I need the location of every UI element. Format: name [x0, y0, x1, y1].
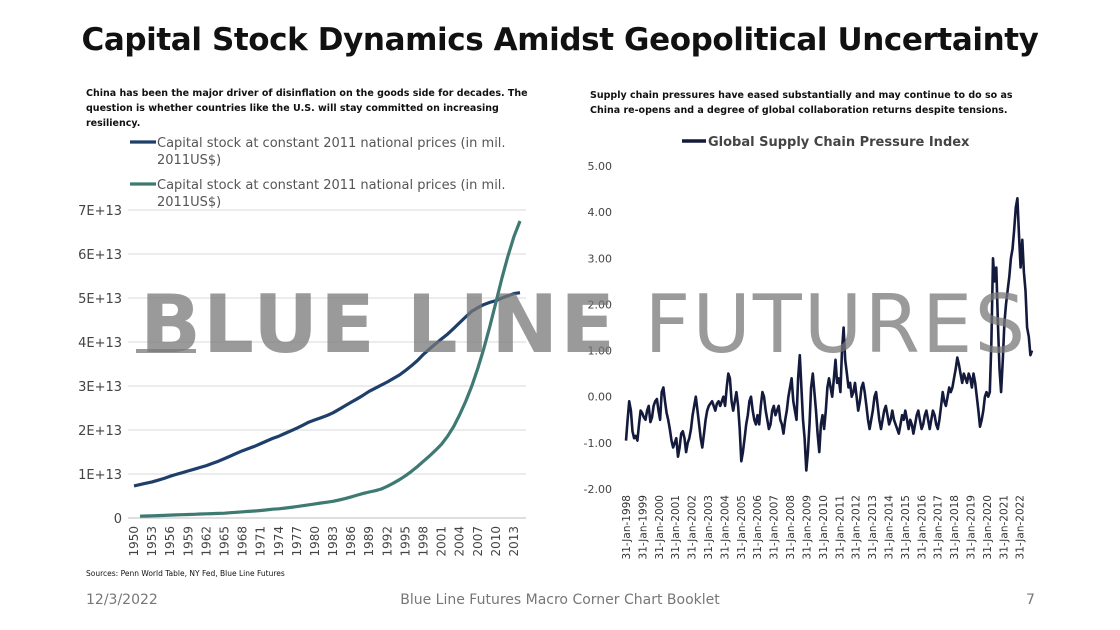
x-tick-label: 31-Jan-1998: [621, 495, 633, 559]
x-tick-label: 31-Jan-2004: [719, 495, 731, 560]
x-tick-label: 31-Jan-2007: [769, 495, 781, 559]
page-number: 7: [1026, 592, 1035, 608]
x-tick-label: 1965: [217, 526, 231, 557]
x-tick-label: 1971: [254, 526, 268, 557]
footer-title: Blue Line Futures Macro Corner Chart Boo…: [400, 592, 720, 608]
watermark-light-text: FUTURES: [644, 278, 1028, 371]
x-tick-label: 1962: [199, 526, 213, 557]
gscpi-series-line: [624, 197, 1034, 472]
legend-label: Global Supply Chain Pressure Index: [708, 135, 970, 150]
x-tick-label: 31-Jan-2008: [785, 495, 797, 559]
x-tick-label: 1953: [145, 526, 159, 557]
x-tick-label: 31-Jan-2009: [801, 495, 813, 559]
x-tick-label: 1995: [398, 526, 412, 557]
watermark: BLUE LINE FUTURES: [140, 278, 1027, 371]
x-tick-label: 31-Jan-2011: [834, 495, 846, 559]
x-tick-label: 31-Jan-2020: [982, 495, 994, 559]
x-tick-label: 31-Jan-2005: [736, 495, 748, 559]
right-chart-subtitle: Supply chain pressures have eased substa…: [590, 90, 1013, 116]
y-tick-label: 7E+13: [78, 204, 122, 219]
legend-label-2-line-2: 2011US$): [157, 195, 221, 210]
capital-stock-chart: 0 1E+13 2E+13 3E+13 4E+13 5E+13 6E+13 7E+13 1950…: [78, 136, 526, 557]
sources-note: Sources: Penn World Table, NY Fed, Blue …: [86, 569, 285, 578]
x-tick-label: 1968: [236, 526, 250, 557]
x-tick-label: 2001: [435, 526, 449, 557]
x-tick-label: 1992: [380, 526, 394, 557]
left-chart-subtitle: China has been the major driver of disin…: [86, 88, 528, 129]
y-tick-label: 1E+13: [78, 468, 122, 483]
x-tick-label: 31-Jan-2000: [654, 495, 666, 559]
legend-label-1-line-1: Capital stock at constant 2011 national …: [157, 136, 506, 151]
watermark-bold-text: BLUE LINE: [140, 278, 617, 371]
legend-label-2-line-1: Capital stock at constant 2011 national …: [157, 178, 506, 193]
x-tick-label: 1950: [127, 526, 141, 557]
y-tick-label: 3E+13: [78, 380, 122, 395]
x-tick-label: 1980: [308, 526, 322, 557]
y-tick-label: 0: [114, 512, 122, 527]
y-tick-label: 4E+13: [78, 336, 122, 351]
watermark-underline: [136, 349, 196, 353]
x-tick-label: 31-Jan-1999: [637, 495, 649, 559]
y-tick-label: 2.00: [588, 298, 613, 311]
y-tick-label: 2E+13: [78, 424, 122, 439]
x-tick-label: 31-Jan-2021: [998, 495, 1010, 559]
x-tick-label: 31-Jan-2022: [1015, 495, 1027, 559]
y-tick-label: 4.00: [588, 206, 613, 219]
x-tick-label: 31-Jan-2018: [949, 495, 961, 559]
x-tick-label: 31-Jan-2015: [900, 495, 912, 559]
y-tick-label: 0.00: [588, 391, 613, 404]
x-tick-label: 31-Jan-2013: [867, 495, 879, 559]
y-tick-label: 1.00: [588, 345, 613, 358]
x-tick-label: 31-Jan-2002: [687, 495, 699, 559]
x-tick-label: 2007: [471, 526, 485, 557]
y-tick-label: 5.00: [588, 160, 613, 173]
x-tick-label: 1959: [181, 526, 195, 557]
y-tick-label: -1.00: [584, 437, 612, 450]
x-tick-label: 1983: [326, 526, 340, 557]
series-line-1: [133, 291, 521, 488]
x-tick-label: 1977: [290, 526, 304, 557]
x-tick-label: 31-Jan-2016: [916, 495, 928, 560]
footer-date: 12/3/2022: [86, 592, 158, 608]
x-tick-label: 31-Jan-2012: [851, 495, 863, 559]
y-tick-label: 5E+13: [78, 292, 122, 307]
x-tick-label: 31-Jan-2003: [703, 495, 715, 559]
x-tick-label: 1974: [272, 526, 286, 557]
x-tick-label: 31-Jan-2010: [818, 495, 830, 559]
series-line-2: [139, 220, 522, 518]
x-tick-label: 2013: [507, 526, 521, 557]
x-tick-label: 31-Jan-2014: [883, 495, 895, 560]
x-tick-label: 1998: [417, 526, 431, 557]
supply-chain-pressure-chart: 5.00 4.00 3.00 2.00 1.00 0.00 -1.00 -2.00 31-Jan…: [584, 135, 1034, 560]
x-tick-label: 1956: [163, 526, 177, 557]
x-tick-label: 31-Jan-2006: [752, 495, 764, 560]
x-tick-label: 31-Jan-2019: [965, 495, 977, 559]
page-title: Capital Stock Dynamics Amidst Geopolitic…: [81, 22, 1039, 58]
x-tick-label: 31-Jan-2001: [670, 495, 682, 559]
x-tick-label: 1986: [344, 526, 358, 557]
x-tick-label: 2004: [453, 526, 467, 557]
x-tick-label: 31-Jan-2017: [933, 495, 945, 559]
y-tick-label: 6E+13: [78, 248, 122, 263]
x-tick-label: 1989: [362, 526, 376, 557]
y-tick-label: 3.00: [588, 252, 613, 265]
legend-label-1-line-2: 2011US$): [157, 153, 221, 168]
x-tick-label: 2010: [489, 526, 503, 557]
y-tick-label: -2.00: [584, 483, 612, 496]
